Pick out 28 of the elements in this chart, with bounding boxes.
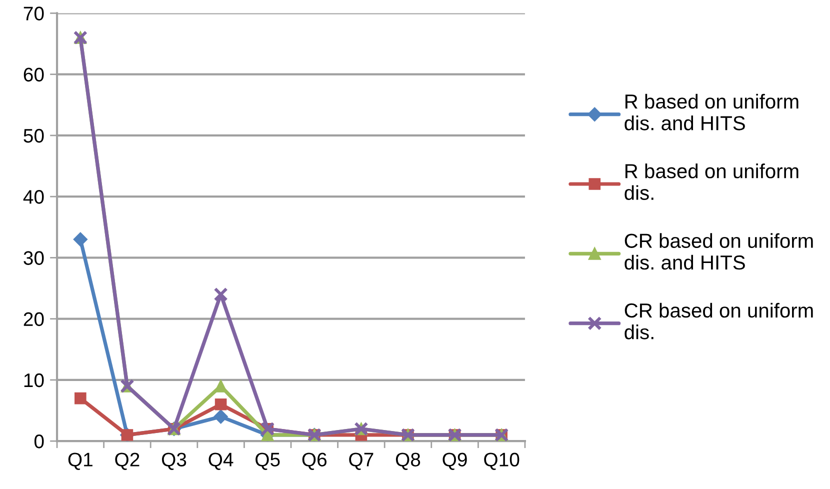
legend-label: CR based on uniform dis.	[624, 302, 813, 340]
point	[74, 392, 86, 404]
x-tick-label: Q2	[115, 452, 140, 470]
legend-label: R based on uniform dis.	[624, 164, 798, 200]
point	[73, 232, 88, 246]
y-tick-label: 0	[34, 434, 44, 448]
x-tick-label: Q5	[256, 452, 280, 470]
x-tick-label: Q10	[484, 452, 520, 470]
y-tick-label: 20	[24, 312, 44, 326]
x-tick-label: Q3	[162, 452, 186, 470]
y-tick-label: 30	[24, 251, 44, 265]
point	[214, 287, 228, 302]
legend-label: R based on uniform dis. and HITS	[624, 94, 798, 130]
y-tick-label: 40	[23, 190, 44, 204]
y-tick-label: 70	[24, 6, 44, 20]
x-tick-label: Q8	[396, 452, 420, 470]
x-tick-label: Q1	[68, 452, 92, 470]
point	[214, 398, 227, 410]
y-tick-label: 10	[24, 373, 44, 388]
x-tick-label: Q7	[349, 452, 374, 470]
y-tick-label: 60	[24, 68, 44, 82]
point	[214, 410, 228, 424]
legend-label: CR based on uniform dis. and HITS	[624, 233, 813, 270]
x-tick-label: Q9	[442, 452, 467, 470]
x-tick-label: Q4	[208, 452, 234, 470]
point	[214, 380, 228, 392]
x-tick-label: Q6	[302, 452, 327, 470]
y-tick-label: 50	[24, 128, 44, 143]
